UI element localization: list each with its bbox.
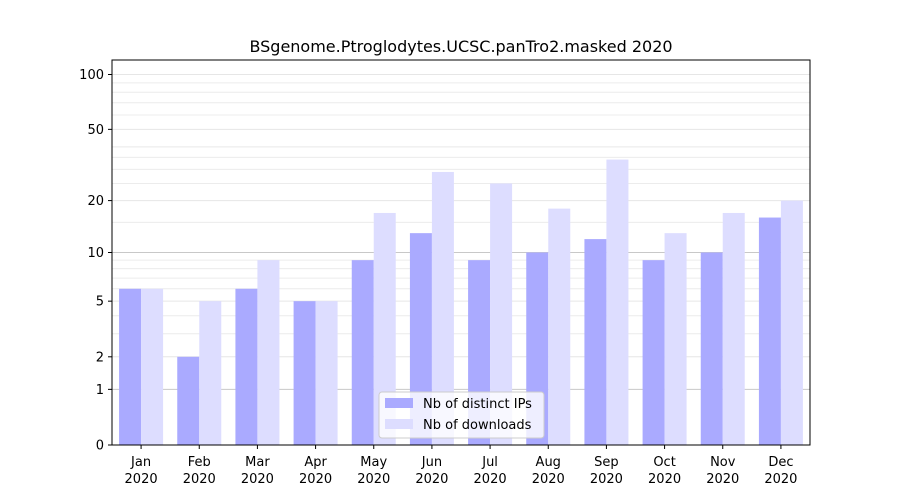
bar-downloads [257,260,280,445]
bar-downloads [431,171,454,445]
bar-distinct-ips [293,301,316,445]
bar-downloads [606,159,629,445]
bar-distinct-ips [177,356,200,445]
bar-downloads [315,301,338,445]
bar-downloads [373,212,396,445]
bar-distinct-ips [235,288,258,445]
x-tick-label: Nov 2020 [706,455,739,487]
bar-distinct-ips [758,217,781,445]
bar-downloads [548,208,571,445]
x-tick-label: Oct 2020 [648,455,681,487]
bar-distinct-ips [351,260,374,445]
legend-label-distinct-ips: Nb of distinct IPs [423,397,532,412]
bars-layer [119,159,803,445]
bar-downloads [490,183,513,445]
bar-downloads [664,233,687,445]
x-tick-label: Jan 2020 [125,455,158,487]
y-tick-label: 10 [87,246,104,261]
y-tick-label: 5 [96,295,104,310]
y-tick-label: 20 [87,194,104,209]
bar-distinct-ips [700,252,723,445]
y-tick-label: 1 [96,383,104,398]
legend-box [378,391,545,439]
legend-label-downloads: Nb of downloads [423,418,532,433]
legend-swatch-distinct-ips [385,398,413,408]
x-tick-label: May 2020 [357,455,390,487]
y-tick-label: 50 [87,123,104,138]
x-tick-label: Aug 2020 [532,455,565,487]
x-tick-label: Apr 2020 [299,455,332,487]
x-tick-label: Jul 2020 [474,455,507,487]
bar-distinct-ips [119,288,142,445]
grid-layer [112,74,810,446]
bar-downloads [141,288,164,445]
bar-distinct-ips [642,260,665,445]
legend: Nb of distinct IPs Nb of downloads [378,391,545,439]
x-tick-label: Sep 2020 [590,455,623,487]
axes-layer: 0 1 2 5 10 20 50 100 Jan 2020 Feb 2020 Mar 2020 Apr 202… [79,68,797,487]
bar-downloads [722,212,745,445]
bar-distinct-ips [584,239,607,445]
y-tick-label: 100 [79,68,104,83]
legend-swatch-downloads [385,419,413,429]
y-tick-label: 0 [96,439,104,454]
x-tick-label: Dec 2020 [764,455,797,487]
y-tick-label: 2 [96,350,104,365]
x-tick-label: Feb 2020 [183,455,216,487]
bar-downloads [199,301,222,445]
x-tick-label: Mar 2020 [241,455,274,487]
chart-title: BSgenome.Ptroglodytes.UCSC.panTro2.maske… [249,37,672,56]
bar-downloads [780,200,803,445]
x-tick-label: Jun 2020 [415,455,448,487]
